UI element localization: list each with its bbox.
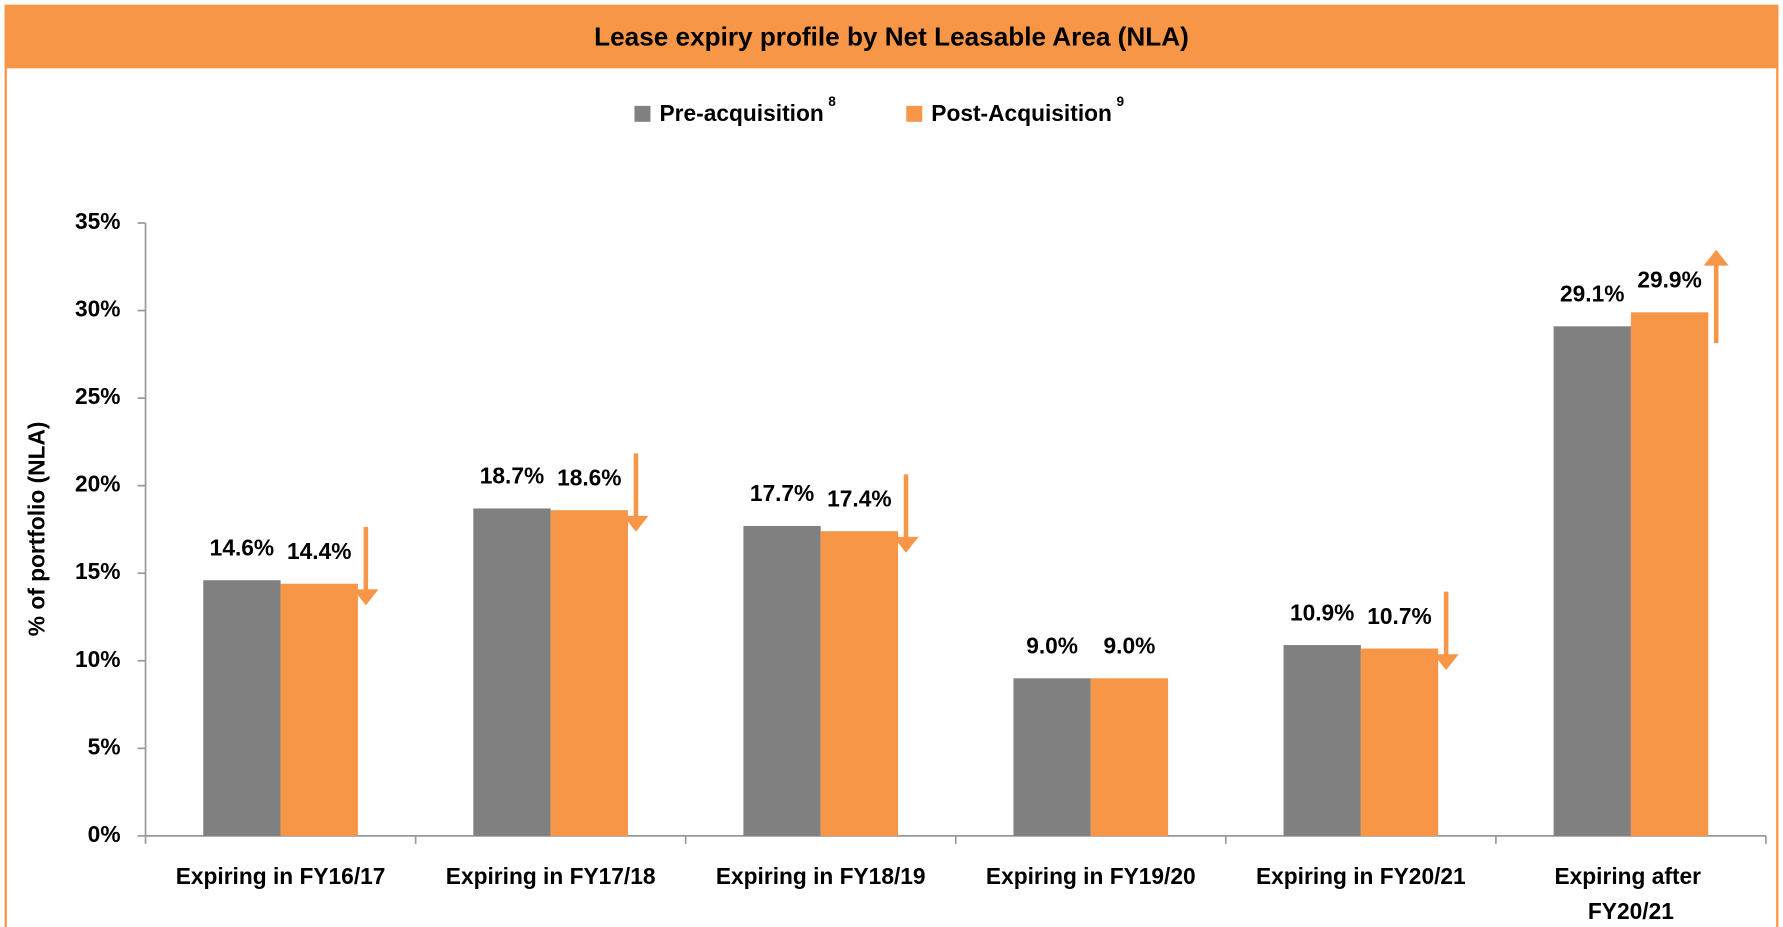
x-tick-label: Expiring in FY18/19 [716,863,926,889]
x-tick-label: Expiring after FY20/21 [1554,863,1707,924]
y-tick-label: 0% [88,821,121,847]
bar [743,525,821,836]
legend-note: 9 [1116,94,1124,109]
y-tick-label: 15% [75,558,121,584]
x-tick-label: Expiring in FY16/17 [176,863,386,889]
data-label: 9.0% [1026,633,1078,659]
bar [1553,326,1631,836]
bar [550,510,628,836]
y-tick-label: 35% [75,208,121,234]
bar [203,580,281,836]
legend-label: Post-Acquisition [931,100,1112,126]
y-tick-label: 20% [75,471,121,497]
bar [280,583,358,836]
bar [1090,678,1169,836]
bar [820,531,899,836]
bar [1360,648,1439,836]
bar [1013,678,1091,836]
bar [1283,645,1361,836]
y-tick-label: 25% [75,383,121,409]
data-label: 9.0% [1104,633,1156,659]
data-label: 14.4% [287,538,351,564]
data-label: 17.4% [827,486,891,512]
arrow-head [623,515,649,532]
arrow-head [353,589,379,606]
data-label: 10.9% [1290,599,1354,625]
bar [473,508,551,836]
legend-swatch [634,105,651,122]
legend-note: 8 [828,94,836,109]
data-label: 17.7% [750,480,814,506]
x-tick-label: Expiring in FY17/18 [446,863,656,889]
data-label: 18.6% [557,464,621,490]
legend-label: Pre-acquisition [660,100,824,126]
y-tick-label: 5% [88,733,121,759]
y-tick-label: 30% [75,296,121,322]
bar [1630,312,1709,836]
arrow-head [1433,654,1459,671]
data-label: 10.7% [1367,603,1431,629]
arrow-head [1703,249,1729,266]
y-tick-label: 10% [75,646,121,672]
header-bar [5,5,1778,69]
legend-swatch [906,105,923,122]
data-label: 29.9% [1637,267,1701,293]
y-axis-label: % of portfolio (NLA) [24,422,50,637]
data-label: 29.1% [1560,281,1624,307]
x-tick-label: Expiring in FY19/20 [986,863,1196,889]
data-label: 18.7% [480,463,544,489]
chart-title: Lease expiry profile by Net Leasable Are… [594,22,1189,52]
arrow-head [893,536,919,553]
data-label: 14.6% [210,535,274,561]
x-tick-label: Expiring in FY20/21 [1256,863,1466,889]
